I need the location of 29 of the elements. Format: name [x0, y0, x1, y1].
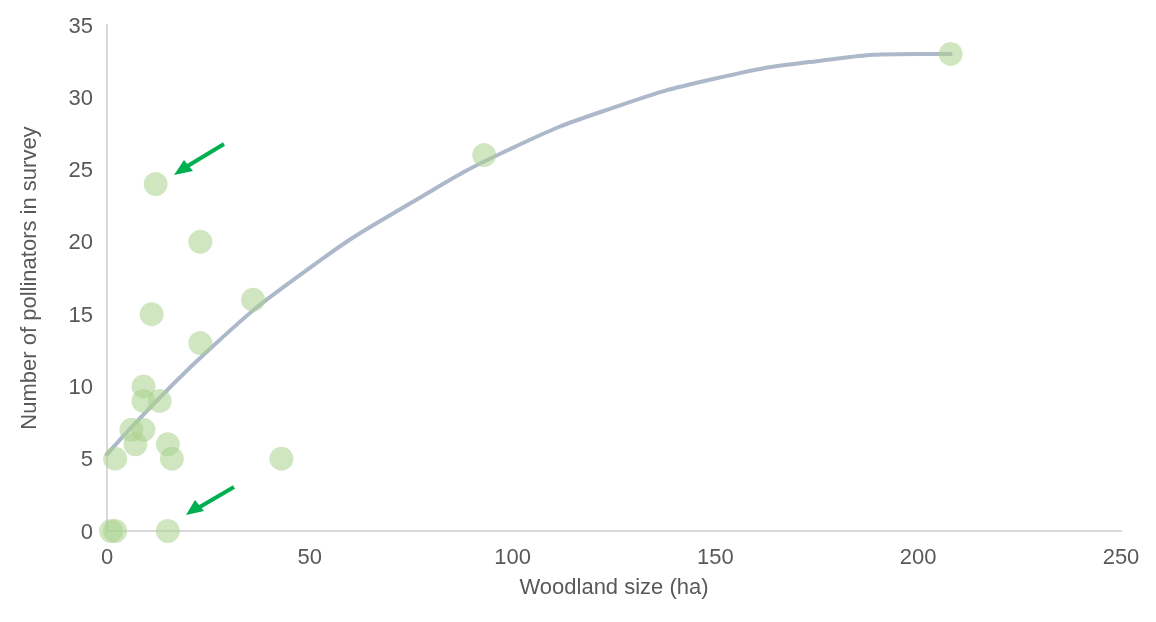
y-tick-label: 0: [80, 518, 93, 544]
x-axis-title: Woodland size (ha): [519, 573, 709, 599]
point: [139, 302, 164, 327]
y-tick-label: 25: [68, 157, 93, 183]
point: [472, 143, 497, 168]
y-tick-label: 35: [68, 12, 93, 38]
y-tick-label: 20: [68, 229, 93, 255]
point: [147, 388, 172, 413]
y-tick-label: 10: [68, 373, 93, 399]
point: [123, 432, 148, 457]
point: [241, 287, 266, 312]
x-tick-label: 250: [1102, 543, 1140, 569]
y-tick-label: 30: [68, 84, 93, 110]
point: [155, 519, 180, 543]
point: [269, 446, 294, 471]
x-tick-label: 200: [899, 543, 937, 569]
y-tick-label: 5: [80, 446, 93, 472]
x-tick-label: 100: [494, 543, 531, 569]
x-tick-label: 50: [297, 543, 323, 569]
point: [188, 331, 213, 356]
point: [188, 229, 213, 254]
y-tick-label: 15: [68, 301, 93, 327]
x-tick-label: 0: [100, 543, 114, 569]
point: [159, 446, 184, 471]
point: [938, 41, 963, 66]
y-axis-title: Number of pollinators in survey: [15, 126, 41, 430]
point: [143, 172, 168, 197]
x-tick-label: 150: [697, 543, 734, 569]
point: [103, 446, 128, 471]
